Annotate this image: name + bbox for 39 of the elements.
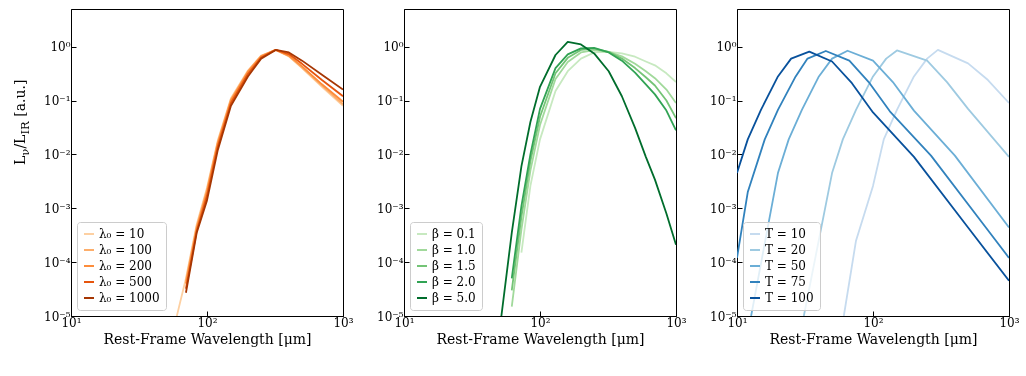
x-tick-label: 10³ xyxy=(666,315,687,330)
legend-label: T = 10 xyxy=(765,227,806,241)
legend-label: β = 2.0 xyxy=(432,275,476,289)
x-tick-label: 10³ xyxy=(999,315,1020,330)
legend-label: T = 100 xyxy=(765,291,814,305)
x-axis-title: Rest-Frame Wavelength [μm] xyxy=(103,330,312,347)
legend-label: β = 1.0 xyxy=(432,243,476,257)
legend-label: β = 1.5 xyxy=(432,259,476,273)
y-tick-label: 10⁻¹ xyxy=(710,94,737,109)
y-tick-label: 10⁰ xyxy=(716,40,737,55)
x-axis-title: Rest-Frame Wavelength [μm] xyxy=(769,330,978,347)
legend-label: λ₀ = 200 xyxy=(99,259,153,273)
y-tick-label: 10⁻⁴ xyxy=(377,255,404,270)
y-tick-label: 10⁻⁴ xyxy=(710,255,737,270)
y-tick-label: 10⁰ xyxy=(50,40,71,55)
y-tick-label: 10⁻² xyxy=(710,147,737,162)
y-tick-label: 10⁻¹ xyxy=(377,94,404,109)
y-tick-label: 10⁻³ xyxy=(710,201,737,216)
legend-label: λ₀ = 500 xyxy=(99,275,153,289)
x-tick-label: 10² xyxy=(530,315,551,330)
legend-label: λ₀ = 1000 xyxy=(99,291,160,305)
y-tick-label: 10⁻² xyxy=(377,147,404,162)
y-tick-label: 10⁻⁴ xyxy=(44,255,71,270)
legend-label: T = 20 xyxy=(765,243,806,257)
y-tick-label: 10⁰ xyxy=(383,40,404,55)
legend-label: λ₀ = 10 xyxy=(99,227,145,241)
legend-label: β = 0.1 xyxy=(432,227,476,241)
x-tick-label: 10² xyxy=(863,315,884,330)
x-axis-title: Rest-Frame Wavelength [μm] xyxy=(436,330,645,347)
legend-label: β = 5.0 xyxy=(432,291,476,305)
legend-label: λ₀ = 100 xyxy=(99,243,153,257)
y-tick-label: 10⁻³ xyxy=(377,201,404,216)
legend-label: T = 50 xyxy=(765,259,806,273)
legend-label: T = 75 xyxy=(765,275,806,289)
y-tick-label: 10⁻² xyxy=(44,147,71,162)
y-tick-label: 10⁻¹ xyxy=(44,94,71,109)
y-tick-label: 10⁻³ xyxy=(44,201,71,216)
x-tick-label: 10² xyxy=(197,315,218,330)
x-tick-label: 10³ xyxy=(333,315,354,330)
